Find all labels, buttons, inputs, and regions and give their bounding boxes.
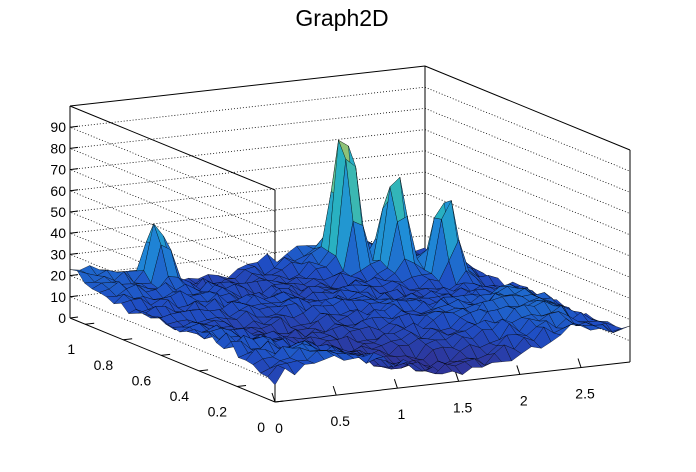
gridline — [424, 129, 631, 214]
y-tick — [123, 338, 133, 341]
x-tick-label: 1 — [398, 406, 406, 422]
y-tick-label: 0.6 — [132, 372, 152, 388]
y-tick — [199, 369, 209, 372]
gridline — [69, 192, 426, 234]
gridline — [69, 296, 276, 382]
z-tick-label: 60 — [50, 183, 66, 199]
z-tick-label: 20 — [50, 268, 66, 284]
z-tick-label: 10 — [50, 289, 66, 305]
gridline — [69, 171, 426, 213]
z-tick — [69, 295, 79, 298]
y-tick-label: 1 — [67, 341, 75, 357]
x-tick-label: 0 — [275, 420, 283, 436]
z-tick — [69, 316, 79, 319]
gridline — [69, 214, 426, 255]
gridline — [69, 169, 276, 254]
y-tick-label: 0 — [257, 419, 265, 435]
z-tick-label: 30 — [50, 246, 66, 262]
x-tick-label: 2 — [520, 392, 528, 408]
z-tick-label: 50 — [50, 204, 66, 220]
z-tick — [69, 252, 79, 255]
gridline — [69, 126, 276, 212]
gridline — [69, 86, 426, 128]
x-tick-label: 1.5 — [453, 399, 473, 415]
z-tick-label: 90 — [50, 119, 66, 135]
x-tick-label: 0.5 — [330, 413, 350, 429]
y-tick — [236, 384, 247, 387]
z-tick — [69, 189, 79, 192]
gridline — [69, 190, 276, 276]
y-tick — [274, 400, 285, 403]
x-tick — [577, 358, 582, 368]
y-tick — [161, 353, 171, 356]
y-axis-line — [69, 317, 276, 403]
x-tick-label: 2.5 — [575, 386, 595, 402]
z-tick-label: 0 — [58, 310, 66, 326]
y-axis: 0 0.2 0.4 0.6 0.8 1 — [67, 322, 285, 435]
gridline — [69, 150, 426, 192]
x-tick — [332, 385, 337, 396]
z-tick — [69, 210, 79, 213]
y-tick — [85, 322, 95, 325]
z-tick-label: 40 — [50, 225, 66, 241]
z-tick-label: 80 — [50, 140, 66, 156]
x-tick — [271, 392, 276, 403]
gridline — [69, 108, 426, 149]
back-top-edge — [69, 65, 426, 107]
gridline — [424, 150, 631, 236]
gridline — [424, 108, 631, 193]
z-tick — [69, 125, 79, 128]
gridline — [424, 192, 631, 278]
gridline — [424, 171, 631, 257]
z-axis: 0 10 20 30 40 50 60 70 80 90 — [50, 119, 79, 326]
y-tick-label: 0.4 — [170, 388, 190, 404]
z-tick — [69, 146, 79, 149]
surface-mesh — [69, 139, 631, 386]
x-tick — [393, 379, 398, 389]
x-tick — [516, 365, 521, 375]
surface-cell — [612, 325, 631, 334]
y-tick-label: 0.2 — [208, 403, 228, 419]
y-tick-label: 0.8 — [94, 357, 114, 373]
x-axis-line — [274, 361, 631, 403]
gridline — [69, 148, 276, 233]
z-tick — [69, 168, 79, 171]
chart-title: Graph2D — [295, 5, 388, 31]
gridline — [69, 129, 426, 170]
left-top-edge — [69, 105, 276, 191]
gridline — [424, 214, 631, 299]
x-axis: 0 0.5 1 1.5 2 2.5 — [271, 358, 595, 436]
right-top-edge — [424, 65, 631, 151]
z-tick-label: 70 — [50, 162, 66, 178]
x-tick — [455, 372, 460, 382]
z-tick — [69, 231, 79, 234]
gridline — [424, 86, 631, 172]
z-tick — [69, 274, 79, 277]
